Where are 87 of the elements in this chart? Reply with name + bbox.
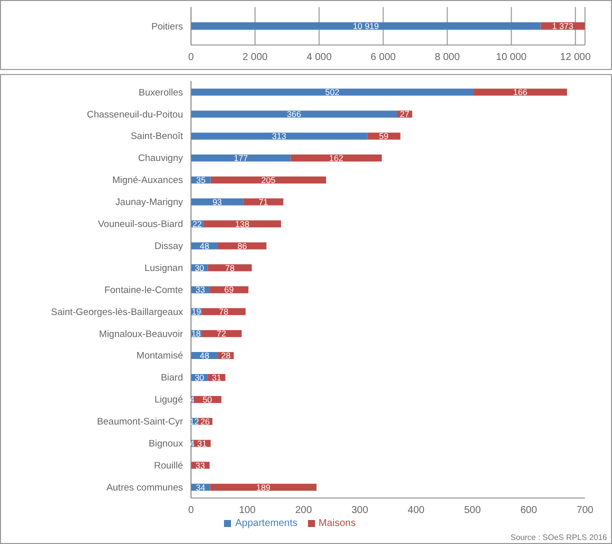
y-tick-label: Chasseneuil-du-Poitou bbox=[86, 109, 183, 120]
y-tick-label: Jaunay-Marigny bbox=[115, 197, 184, 208]
y-tick-label: Saint-Benoît bbox=[130, 131, 184, 142]
data-label: 31 bbox=[197, 438, 207, 448]
data-label: 86 bbox=[237, 240, 248, 251]
bar bbox=[201, 330, 242, 338]
data-label: 30 bbox=[194, 372, 204, 383]
bar bbox=[208, 264, 252, 272]
y-tick-label: Biard bbox=[160, 372, 183, 384]
data-label: 35 bbox=[196, 174, 206, 185]
data-label: 366 bbox=[286, 109, 302, 120]
data-label: 48 bbox=[200, 240, 210, 251]
bar bbox=[191, 132, 368, 140]
data-label: 502 bbox=[325, 87, 340, 98]
bar bbox=[203, 220, 282, 228]
data-label: 59 bbox=[379, 131, 389, 142]
data-label: 166 bbox=[513, 87, 528, 98]
x-tick-label: 400 bbox=[408, 505, 425, 516]
x-tick-label: 600 bbox=[520, 505, 538, 516]
y-tick-label: Bignoux bbox=[148, 438, 184, 450]
data-label: 177 bbox=[234, 153, 248, 164]
data-label: 78 bbox=[225, 262, 235, 273]
y-tick-label: Vouneuil-sous-Biard bbox=[98, 219, 183, 230]
data-label: 1 373 bbox=[552, 21, 574, 32]
bar bbox=[191, 154, 291, 162]
x-tick-label: 0 bbox=[188, 505, 194, 516]
legend-label: Maisons bbox=[318, 518, 356, 529]
x-tick-label: 12 000 bbox=[560, 52, 592, 64]
x-tick-label: 700 bbox=[576, 505, 594, 516]
data-label: 313 bbox=[272, 131, 286, 142]
data-label: 50 bbox=[202, 394, 212, 404]
bar bbox=[210, 484, 317, 491]
bar bbox=[474, 88, 567, 96]
y-tick-label: Buxerolles bbox=[138, 87, 184, 98]
x-tick-label: 2 000 bbox=[242, 52, 268, 64]
data-label: 28 bbox=[221, 350, 231, 361]
data-label: 22 bbox=[192, 218, 202, 229]
data-label: 93 bbox=[212, 196, 222, 207]
y-tick-label: Rouillé bbox=[154, 460, 183, 472]
data-label: 162 bbox=[329, 153, 344, 164]
x-tick-label: 8 000 bbox=[434, 52, 460, 64]
data-label: 30 bbox=[194, 262, 204, 273]
data-label: 71 bbox=[258, 196, 268, 207]
y-tick-label: Autres communes bbox=[106, 482, 184, 494]
x-tick-label: 100 bbox=[238, 505, 256, 516]
x-tick-label: 0 bbox=[188, 52, 194, 64]
data-label: 189 bbox=[256, 482, 271, 492]
y-tick-label: Migné-Auxances bbox=[112, 175, 184, 186]
x-tick-label: 200 bbox=[295, 505, 312, 516]
data-label: 48 bbox=[200, 350, 210, 361]
x-tick-label: 300 bbox=[352, 505, 369, 516]
y-tick-label: Ligugé bbox=[154, 394, 183, 406]
bar bbox=[202, 308, 246, 316]
data-label: 31 bbox=[212, 372, 222, 383]
y-tick-label: Fontaine-le-Comte bbox=[104, 284, 183, 296]
bar bbox=[191, 88, 474, 96]
data-label: 69 bbox=[224, 284, 234, 295]
x-tick-label: 10 000 bbox=[496, 52, 528, 64]
x-tick-label: 4 000 bbox=[306, 52, 332, 64]
bar bbox=[290, 154, 382, 162]
bar bbox=[243, 198, 284, 206]
x-tick-label: 6 000 bbox=[370, 52, 396, 64]
data-label: 26 bbox=[200, 416, 210, 426]
data-label: 72 bbox=[216, 328, 226, 339]
data-label: 138 bbox=[235, 218, 250, 229]
y-tick-label: Lusignan bbox=[144, 262, 183, 274]
y-tick-label: Chauvigny bbox=[138, 153, 184, 164]
data-label: 18 bbox=[191, 328, 202, 339]
bar bbox=[210, 176, 326, 184]
bar bbox=[191, 110, 398, 118]
data-label: 27 bbox=[400, 109, 410, 120]
source-note: Source : SOeS RPLS 2016 bbox=[510, 533, 607, 542]
data-label: 19 bbox=[192, 306, 202, 317]
y-tick-label: Mignaloux-Beauvoir bbox=[99, 328, 183, 340]
data-label: 78 bbox=[218, 306, 229, 317]
data-label: 205 bbox=[261, 174, 276, 185]
y-tick-label: Saint-Georges-lès-Baillargeaux bbox=[50, 306, 184, 318]
data-label: 33 bbox=[196, 284, 206, 295]
data-label: 34 bbox=[196, 482, 206, 492]
data-label: 33 bbox=[196, 460, 206, 470]
y-tick-label: Montamisé bbox=[136, 350, 183, 362]
y-tick-label: Dissay bbox=[154, 240, 184, 252]
y-tick-label: Poitiers bbox=[151, 21, 184, 32]
y-tick-label: Beaumont-Saint-Cyr bbox=[96, 416, 183, 428]
legend-label: Appartements bbox=[235, 518, 298, 529]
x-tick-label: 500 bbox=[464, 505, 482, 516]
data-label: 10 919 bbox=[352, 21, 380, 32]
